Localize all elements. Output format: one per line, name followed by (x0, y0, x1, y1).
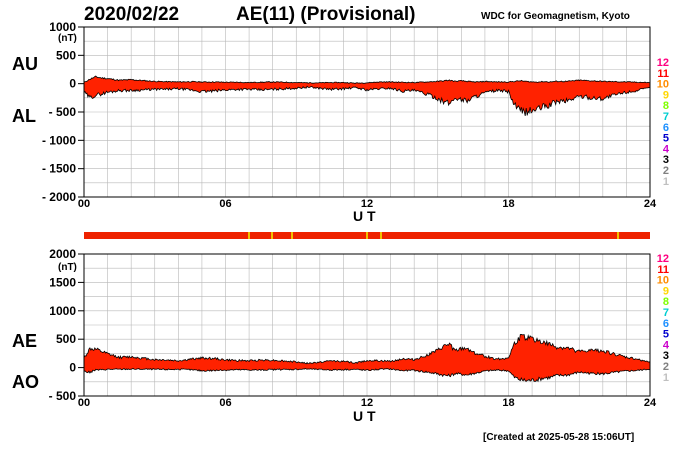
ae-line (83, 333, 651, 365)
legend-item: 7 (663, 111, 669, 123)
legend-item: 3 (663, 350, 669, 362)
x-tick-label: 12 (361, 198, 373, 210)
au-al-area (84, 76, 650, 116)
ao-label: AO (12, 372, 39, 392)
status-gap-mark (617, 232, 619, 239)
chart-date: 2020/02/22 (84, 4, 180, 25)
legend-item: 5 (663, 133, 669, 145)
status-gap-mark (291, 232, 293, 239)
legend-item: 11 (657, 68, 669, 80)
ae-label: AE (12, 331, 37, 351)
y-tick-label: - 2000 (42, 190, 76, 204)
legend-item: 7 (663, 307, 669, 319)
legend-item: 4 (663, 339, 670, 351)
legend-item: 8 (663, 100, 669, 112)
ae-ao-panel: 2000 1500 1000 500 0 - 500 00 06 12 18 24 (nT) AE… (12, 247, 657, 424)
ae-area (84, 334, 650, 382)
au-al-grid (84, 27, 650, 197)
au-al-unit: (nT) (58, 33, 77, 44)
y-tick-label: 500 (56, 332, 76, 346)
legend-item: 6 (663, 318, 669, 330)
y-tick-label: - 1500 (42, 162, 76, 176)
legend-item: 10 (657, 275, 669, 287)
legend-item: 2 (663, 361, 669, 373)
legend-item: 5 (663, 329, 669, 341)
ae-ao-x-ticks: 00 06 12 18 24 (78, 397, 657, 409)
chart-title: AE(11) (Provisional) (236, 4, 416, 25)
au-al-panel: 1000 500 0 - 500 - 1000 - 1500 - 2000 00 06 12 18… (12, 20, 657, 224)
ao-line (83, 368, 651, 383)
created-timestamp: [Created at 2025-05-28 15:06UT] (483, 432, 635, 443)
au-al-y-ticks: 1000 500 0 - 500 - 1000 - 1500 - 2000 (42, 20, 84, 204)
x-tick-label: 24 (644, 198, 657, 210)
ae-ao-frame (83, 253, 651, 397)
legend-item: 1 (663, 176, 669, 188)
legend-item: 1 (663, 372, 669, 384)
legend-item: 2 (663, 165, 669, 177)
legend-item: 6 (663, 122, 669, 134)
x-tick-label: 12 (361, 397, 373, 409)
y-tick-label: - 500 (49, 105, 77, 119)
ae-ao-xlabel: U T (353, 408, 376, 424)
y-tick-label: 1500 (49, 275, 76, 289)
x-tick-label: 24 (644, 397, 657, 409)
y-tick-label: - 500 (49, 389, 77, 403)
y-tick-label: 1000 (49, 20, 76, 34)
au-line (83, 75, 651, 84)
legend-item: 8 (663, 296, 669, 308)
x-tick-label: 18 (502, 397, 514, 409)
legend-item: 12 (657, 57, 669, 69)
al-label: AL (12, 106, 36, 126)
y-tick-label: 500 (56, 48, 76, 62)
ae-ao-unit: (nT) (58, 262, 77, 273)
legend-item: 4 (663, 143, 670, 155)
legend-item: 9 (663, 285, 669, 297)
status-gap-mark (366, 232, 368, 239)
x-tick-label: 00 (78, 397, 90, 409)
x-tick-label: 18 (502, 198, 514, 210)
legend-item: 12 (657, 253, 669, 265)
au-label: AU (12, 54, 38, 74)
legend-item: 11 (657, 264, 669, 276)
ae-ao-y-ticks: 2000 1500 1000 500 0 - 500 (49, 247, 84, 403)
y-tick-label: - 1000 (42, 133, 76, 147)
legend-item: 10 (657, 79, 669, 91)
y-tick-label: 2000 (49, 247, 76, 261)
au-al-x-ticks: 00 06 12 18 24 (78, 198, 657, 210)
legend-item: 3 (663, 154, 669, 166)
data-source: WDC for Geomagnetism, Kyoto (481, 11, 630, 22)
x-tick-label: 06 (219, 397, 231, 409)
x-tick-label: 06 (219, 198, 231, 210)
status-bar (84, 232, 650, 239)
legend-item: 9 (663, 89, 669, 101)
y-tick-label: 0 (69, 77, 76, 91)
status-gap-mark (380, 232, 382, 239)
x-tick-label: 00 (78, 198, 90, 210)
status-gap-mark (248, 232, 250, 239)
al-line (83, 85, 651, 116)
y-tick-label: 0 (69, 361, 76, 375)
y-tick-label: 1000 (49, 304, 76, 318)
au-al-xlabel: U T (353, 208, 376, 224)
status-gap-mark (271, 232, 273, 239)
